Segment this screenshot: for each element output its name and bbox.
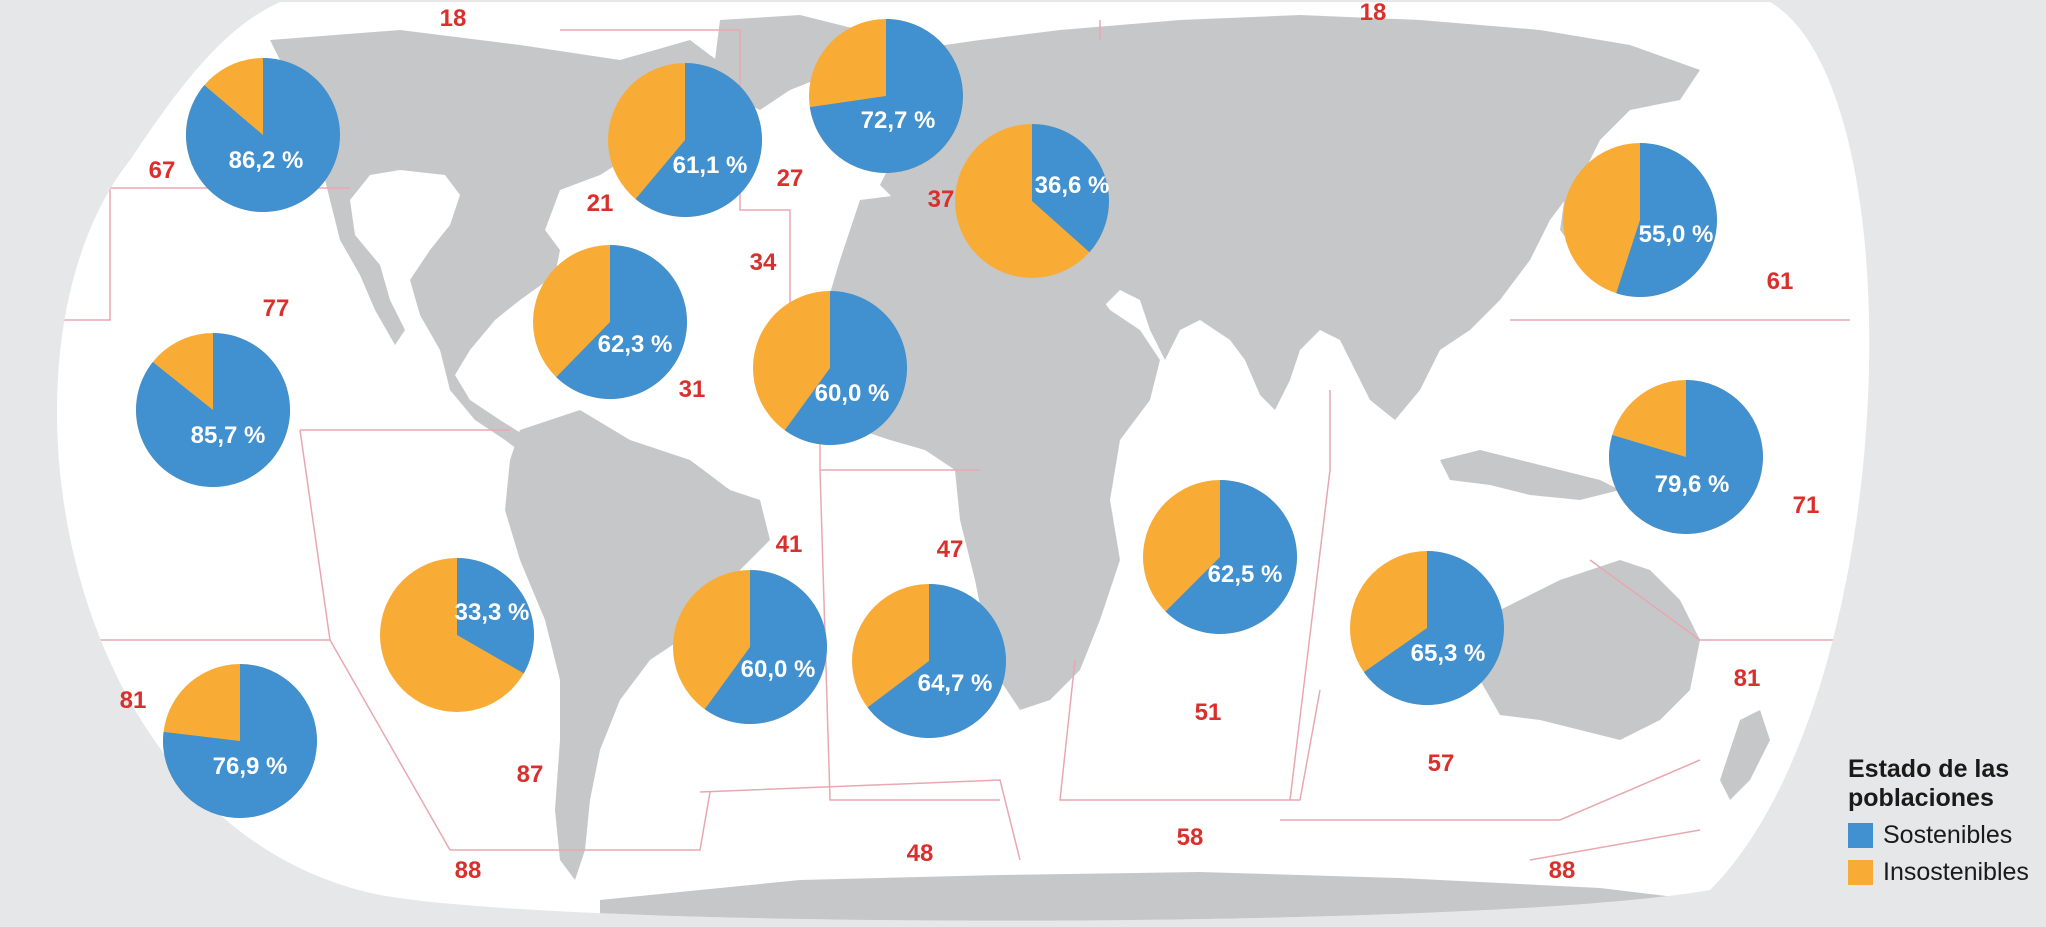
pie-value-label: 33,3 % (455, 599, 530, 626)
legend-label: Insostenibles (1883, 858, 2029, 886)
pie-area-87: 33,3 % (380, 558, 534, 712)
area-label: 27 (777, 165, 804, 192)
area-label: 88 (455, 857, 482, 884)
south-america (505, 410, 770, 880)
indonesia (1440, 450, 1620, 500)
new-zealand (1720, 710, 1770, 800)
pie-slice-sustainable (1165, 480, 1297, 634)
area-label: 81 (1734, 665, 1761, 692)
pie-slice-sustainable (635, 63, 763, 217)
legend-label: Sostenibles (1883, 821, 2013, 849)
pie-value-label: 62,3 % (598, 331, 673, 358)
pie-value-label: 64,7 % (918, 670, 993, 697)
pie-slice-sustainable (457, 558, 534, 674)
area-label: 58 (1177, 824, 1204, 851)
pie-slice-sustainable (1032, 124, 1109, 253)
legend-swatch-unsustainable (1848, 860, 1873, 885)
legend-title-line: poblaciones (1848, 784, 1994, 812)
area-label: 88 (1549, 857, 1576, 884)
legend-title-line: Estado de las (1848, 755, 2010, 783)
pie-area-51: 62,5 % (1143, 480, 1297, 634)
legend-item-unsustainable: Insostenibles (1848, 858, 2046, 887)
pie-slice-sustainable (556, 245, 687, 400)
area-label: 41 (776, 531, 803, 558)
area-label: 21 (587, 190, 614, 217)
pie-area-21: 61,1 % (608, 63, 763, 217)
pie-slice-sustainable (809, 19, 963, 173)
pie-value-label: 61,1 % (673, 152, 748, 179)
pie-area-41: 60,0 % (673, 570, 828, 724)
pie-value-label: 36,6 % (1035, 172, 1110, 199)
pie-value-label: 60,0 % (815, 380, 890, 407)
area-label: 71 (1793, 492, 1820, 519)
area-label: 18 (1360, 0, 1387, 26)
pie-area-61: 55,0 % (1563, 143, 1718, 297)
legend-swatch-sustainable (1848, 823, 1873, 848)
area-label: 34 (750, 249, 777, 276)
pie-value-label: 85,7 % (191, 422, 266, 449)
pie-value-label: 86,2 % (229, 147, 304, 174)
pie-area-37: 36,6 % (955, 124, 1109, 278)
pie-value-label: 55,0 % (1639, 221, 1714, 248)
pie-slice-sustainable (1363, 551, 1504, 705)
pie-slice-sustainable (1616, 143, 1718, 297)
area-label: 77 (263, 295, 290, 322)
pie-area-67: 86,2 % (186, 58, 341, 212)
pie-value-label: 60,0 % (741, 656, 816, 683)
legend-title: Estado de las poblaciones (1848, 755, 2046, 813)
pie-slice-sustainable (163, 664, 318, 819)
eurasia (880, 15, 1700, 420)
pie-slice-sustainable (784, 291, 908, 445)
pie-value-label: 65,3 % (1411, 640, 1486, 667)
fishing-area-labels: 18 18 67 21 27 37 34 77 31 61 71 41 47 8… (120, 0, 1820, 884)
area-label: 61 (1767, 268, 1794, 295)
pie-area-71: 79,6 % (1608, 380, 1763, 534)
africa (820, 195, 1160, 710)
legend-item-sustainable: Sostenibles (1848, 821, 2046, 850)
area-label: 37 (928, 186, 955, 213)
area-label: 87 (517, 761, 544, 788)
legend: Estado de las poblaciones Sostenibles In… (1848, 755, 2046, 887)
area-label: 48 (907, 840, 934, 867)
pie-value-label: 62,5 % (1208, 561, 1283, 588)
area-label: 31 (679, 376, 706, 403)
pie-value-label: 79,6 % (1655, 471, 1730, 498)
pie-value-label: 72,7 % (861, 107, 936, 134)
pie-slice-sustainable (186, 58, 341, 212)
pie-slice-sustainable (867, 584, 1006, 738)
australia (1480, 560, 1700, 740)
pie-area-34: 60,0 % (753, 291, 908, 445)
area-label: 51 (1195, 699, 1222, 726)
pie-slice-sustainable (1608, 380, 1763, 534)
pie-slice-sustainable (136, 333, 291, 487)
pie-area-57: 65,3 % (1350, 551, 1504, 705)
pie-value-label: 76,9 % (213, 753, 288, 780)
area-label: 81 (120, 687, 147, 714)
area-label: 67 (149, 157, 176, 184)
pie-area-47: 64,7 % (852, 584, 1006, 738)
area-label: 47 (937, 536, 964, 563)
pie-area-31: 62,3 % (533, 245, 687, 400)
pie-slice-sustainable (704, 570, 828, 724)
area-label: 57 (1428, 750, 1455, 777)
pie-area-27: 72,7 % (809, 19, 963, 173)
area-label: 18 (440, 5, 467, 32)
pie-area-77: 85,7 % (136, 333, 291, 487)
pie-charts: 86,2 % 61,1 % 72,7 % 36,6 % 55,0 % 62,3 % 60,0… (136, 19, 1763, 819)
pie-area-81: 76,9 % (163, 664, 318, 819)
